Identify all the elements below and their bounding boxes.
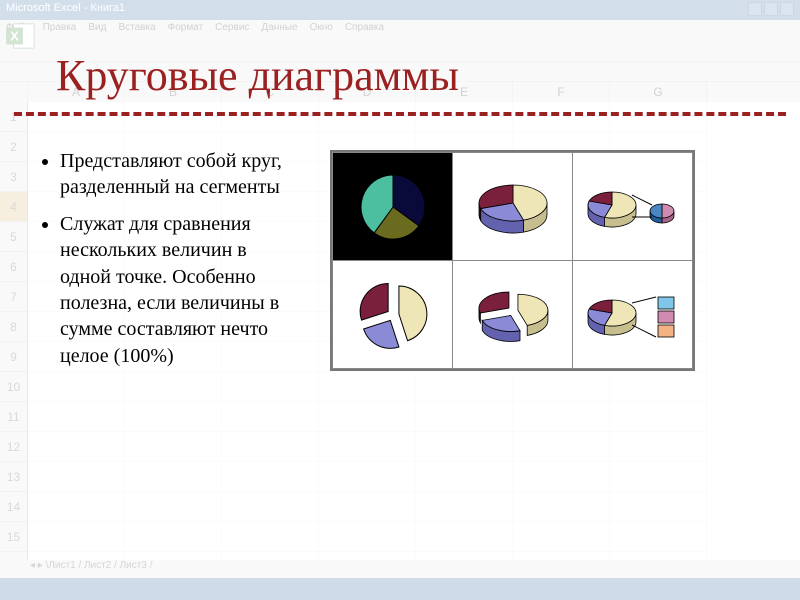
chart-type-pie-3d-exploded[interactable] [453,261,573,369]
slide-content: Круговые диаграммы Представляют собой кр… [0,0,800,600]
chart-type-bar-of-pie[interactable] [573,261,693,369]
chart-type-pie-3d[interactable] [453,153,573,261]
chart-type-pie-flat[interactable] [333,153,453,261]
slide-title: Круговые диаграммы [56,50,459,101]
bullet-item: Представляют собой круг, разделенный на … [60,148,302,201]
chart-type-pie-exploded[interactable] [333,261,453,369]
bullet-item: Служат для сравнения нескольких величин … [60,211,302,369]
bullet-list: Представляют собой круг, разделенный на … [42,148,302,379]
chart-type-pie-of-pie[interactable] [573,153,693,261]
title-divider [14,112,786,116]
chart-type-gallery[interactable] [330,150,695,371]
